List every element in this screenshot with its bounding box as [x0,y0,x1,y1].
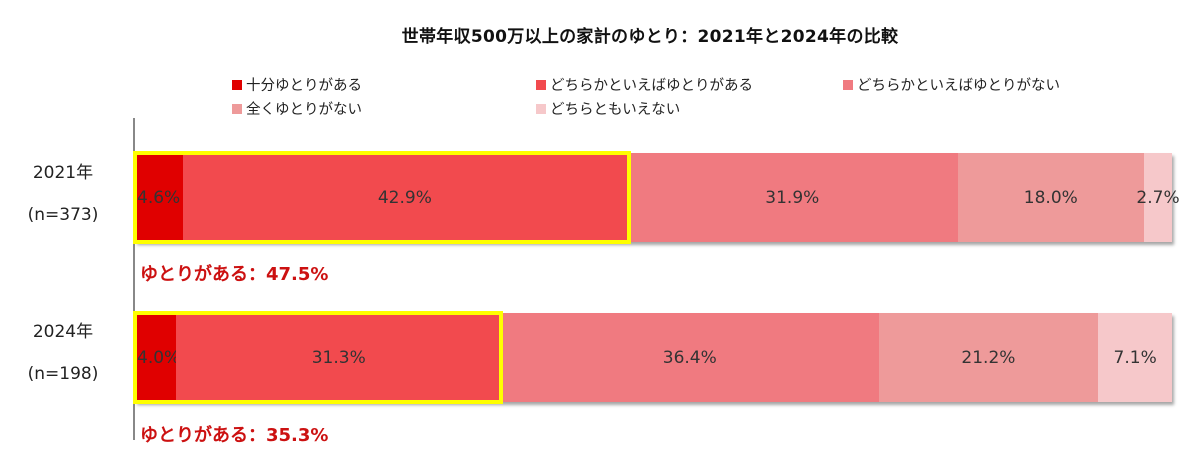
data-label: 31.3% [311,347,366,368]
data-label: 21.2% [961,347,1016,368]
summary-annotation-2024: ゆとりがある：35.3% [140,425,329,446]
bar-2021: 4.6% 42.9% 31.9% 18.0% 2.7% [135,153,1180,242]
segment-neither: 2.7% [1136,153,1180,242]
year-label: 2021年 [32,163,94,183]
legend-item: 全くゆとりがない [232,98,362,119]
chart-title: 世帯年収500万以上の家計のゆとり：2021年と2024年の比較 [401,27,899,47]
legend-swatch [232,79,242,90]
legend-item: どちらかといえばゆとりがある [536,74,753,95]
segment-very-comfortable: 4.6% [135,153,183,242]
data-label: 4.0% [137,347,181,368]
legend-label: 全くゆとりがない [246,102,362,118]
category-label-2021: 2021年 (n=373) [8,152,118,236]
legend-label: どちらかといえばゆとりがある [550,78,753,94]
segment-very-comfortable: 4.0% [135,313,180,402]
legend-swatch [843,79,853,90]
legend-swatch [536,103,546,114]
legend-label: 十分ゆとりがある [246,78,362,94]
year-label: 2024年 [32,322,94,342]
data-label: 31.9% [765,187,820,208]
legend-label: どちらかといえばゆとりがない [857,78,1060,94]
segment-somewhat-comfortable: 42.9% [182,153,628,242]
data-label: 42.9% [377,187,432,208]
segment-not-comfortable: 18.0% [957,153,1145,242]
data-label: 7.1% [1113,347,1157,368]
bar-2024: 4.0% 31.3% 36.4% 21.2% 7.1% [135,313,1172,402]
sample-size-label: (n=198) [27,364,99,384]
category-label-2024: 2024年 (n=198) [8,311,118,395]
legend-item: どちらかといえばゆとりがない [843,74,1060,95]
sample-size-label: (n=373) [27,205,99,225]
segment-neither: 7.1% [1098,313,1172,402]
segment-not-comfortable: 21.2% [878,313,1099,402]
legend-label: どちらともいえない [550,102,681,118]
summary-annotation-2021: ゆとりがある：47.5% [140,264,329,285]
data-label: 4.6% [137,187,181,208]
segment-somewhat-comfortable: 31.3% [176,313,502,402]
segment-somewhat-not-comfortable: 36.4% [501,313,879,402]
legend-swatch [536,79,546,90]
legend-swatch [232,103,242,114]
segment-somewhat-not-comfortable: 31.9% [627,153,958,242]
data-label: 18.0% [1023,187,1078,208]
data-label: 36.4% [662,347,717,368]
legend-item: どちらともいえない [536,98,680,119]
category-axis-line [133,118,135,440]
data-label: 2.7% [1136,187,1180,208]
legend-item: 十分ゆとりがある [232,74,362,95]
